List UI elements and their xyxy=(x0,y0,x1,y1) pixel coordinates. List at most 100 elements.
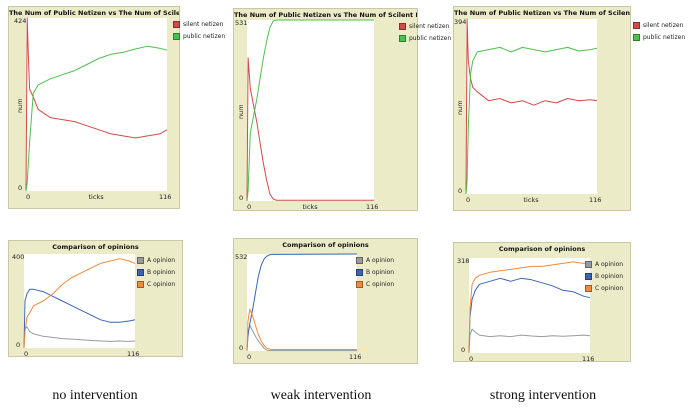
plot-area xyxy=(25,17,168,192)
legend-swatch xyxy=(356,256,363,264)
legend: A opinion B opinion C opinion xyxy=(585,258,623,294)
legend-item: silent netizen xyxy=(173,18,225,30)
series-line-silent-netizen xyxy=(25,17,168,192)
legend-label: silent netizen xyxy=(183,20,224,28)
y-axis-label: num xyxy=(16,97,24,113)
chart-title: Comparison of opinions xyxy=(52,243,139,251)
legend-swatch xyxy=(137,268,144,276)
legend-swatch xyxy=(137,280,144,288)
y-axis-min-tick: 0 xyxy=(458,187,463,195)
legend-item: A opinion xyxy=(356,254,394,266)
legend-item: silent netizen xyxy=(399,20,451,32)
legend-swatch xyxy=(585,284,592,292)
legend-swatch xyxy=(173,20,180,28)
legend-swatch xyxy=(399,22,406,30)
series-line-silent-netizen xyxy=(246,57,374,202)
plot-svg xyxy=(25,17,168,192)
legend-label: C opinion xyxy=(147,280,176,288)
legend-label: B opinion xyxy=(147,268,176,276)
chart-title: The Num of Public Netizen vs The Num of … xyxy=(454,9,630,17)
series-line-A-opinion xyxy=(246,325,357,352)
caption-no-intervention: no intervention xyxy=(52,388,138,403)
x-axis-min-tick: 0 xyxy=(247,203,252,211)
legend-item: C opinion xyxy=(356,278,394,290)
legend-item: public netizen xyxy=(633,31,685,43)
plot-area xyxy=(468,258,591,354)
legend: A opinion B opinion C opinion xyxy=(356,254,394,290)
chart-title: Comparison of opinions xyxy=(498,245,586,253)
y-axis-label: num xyxy=(456,99,464,115)
legend-label: A opinion xyxy=(595,260,624,268)
series-line-C-opinion xyxy=(23,258,136,349)
plot-svg xyxy=(246,253,358,352)
x-axis-min-tick: 0 xyxy=(26,193,31,201)
y-axis-max-tick: 394 xyxy=(454,18,467,26)
caption-weak-intervention: weak intervention xyxy=(270,388,372,403)
chart-panel: The Num of Public Netizen vs The Num of … xyxy=(8,6,225,209)
legend-label: B opinion xyxy=(366,268,395,276)
legend-swatch xyxy=(356,268,363,276)
chart-panel: The Num of Public Netizen vs The Num of … xyxy=(453,6,685,211)
series-line-public-netizen xyxy=(25,45,168,192)
x-axis-min-tick: 0 xyxy=(466,196,471,204)
legend: silent netizen public netizen xyxy=(399,20,451,44)
chart-title: Comparison of opinions xyxy=(282,241,369,249)
legend-item: A opinion xyxy=(137,254,175,266)
legend-label: B opinion xyxy=(595,272,624,280)
x-axis-max-tick: 116 xyxy=(159,193,172,201)
x-axis-max-tick: 116 xyxy=(349,353,362,361)
legend: A opinion B opinion C opinion xyxy=(137,254,175,290)
y-axis-label: num xyxy=(237,103,245,119)
chart-panel: Comparison of opinions 532 0 0 116 A opinion B… xyxy=(233,238,418,364)
legend-label: C opinion xyxy=(366,280,395,288)
legend-item: B opinion xyxy=(356,266,394,278)
series-line-C-opinion xyxy=(468,261,591,354)
series-line-C-opinion xyxy=(246,308,357,352)
series-line-public-netizen xyxy=(465,46,598,195)
y-axis-min-tick: 0 xyxy=(16,341,21,349)
series-line-A-opinion xyxy=(468,328,591,354)
x-axis-max-tick: 116 xyxy=(582,355,595,363)
plot-svg xyxy=(23,258,136,349)
x-axis-label: ticks xyxy=(523,196,539,204)
chart-panel: Comparison of opinions 400 0 0 116 A opinion B… xyxy=(8,240,183,358)
y-axis-max-tick: 318 xyxy=(457,257,470,265)
legend-swatch xyxy=(585,272,592,280)
x-axis-min-tick: 0 xyxy=(24,350,29,358)
y-axis-max-tick: 532 xyxy=(235,253,248,261)
legend-item: C opinion xyxy=(137,278,175,290)
legend-item: silent netizen xyxy=(633,19,685,31)
y-axis-min-tick: 0 xyxy=(461,346,466,354)
legend-item: public netizen xyxy=(399,32,451,44)
series-line-A-opinion xyxy=(23,326,136,349)
plot-svg xyxy=(468,261,591,354)
legend-swatch xyxy=(633,21,640,29)
legend-label: public netizen xyxy=(183,32,226,40)
chart-panel: Comparison of opinions 318 0 0 116 A opinion B… xyxy=(453,242,631,363)
caption-strong-intervention: strong intervention xyxy=(489,388,597,403)
legend-label: silent netizen xyxy=(409,22,450,30)
legend-swatch xyxy=(356,280,363,288)
series-line-B-opinion xyxy=(23,288,136,349)
plot-area xyxy=(23,254,136,349)
legend-label: public netizen xyxy=(409,34,452,42)
y-axis-max-tick: 400 xyxy=(12,253,25,261)
legend-item: B opinion xyxy=(585,270,623,282)
legend-item: C opinion xyxy=(585,282,623,294)
plot-area xyxy=(246,253,358,352)
y-axis-min-tick: 0 xyxy=(239,194,244,202)
legend-label: C opinion xyxy=(595,284,624,292)
legend-label: A opinion xyxy=(366,256,395,264)
x-axis-max-tick: 116 xyxy=(589,196,602,204)
x-axis-min-tick: 0 xyxy=(247,353,252,361)
legend-swatch xyxy=(633,33,640,41)
legend-item: public netizen xyxy=(173,30,225,42)
series-line-public-netizen xyxy=(246,19,374,202)
x-axis-min-tick: 0 xyxy=(469,355,474,363)
series-line-B-opinion xyxy=(468,277,591,354)
y-axis-min-tick: 0 xyxy=(18,184,23,192)
plot-svg xyxy=(246,19,374,202)
chart-title: The Num of Public Netizen vs The Num of … xyxy=(234,11,417,19)
legend-label: silent netizen xyxy=(643,21,684,29)
y-axis-min-tick: 0 xyxy=(239,344,244,352)
